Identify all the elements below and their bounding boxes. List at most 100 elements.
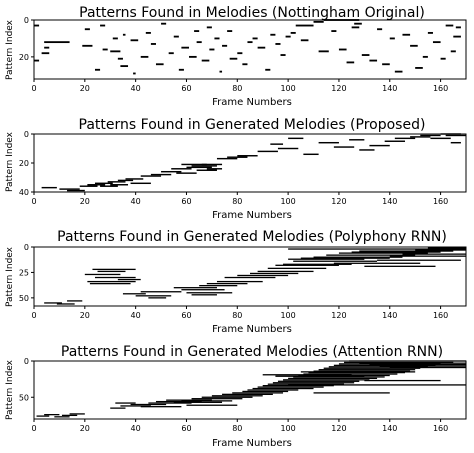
axis-ticks: 0 20 40 60 80 100 120 140 160 0 25 50 xyxy=(19,243,448,320)
pattern-segment xyxy=(267,383,345,385)
pattern-segment xyxy=(115,402,136,404)
pattern-segment xyxy=(67,300,83,302)
pattern-segment xyxy=(318,50,329,53)
pattern-segment xyxy=(140,406,182,408)
x-tick-label: 0 xyxy=(31,197,36,206)
pattern-segment xyxy=(69,413,85,415)
pattern-segment xyxy=(173,35,179,38)
y-tick-label: 0 xyxy=(24,16,29,25)
pattern-segment xyxy=(389,37,395,40)
pattern-segment xyxy=(44,46,50,49)
pattern-segment xyxy=(194,30,200,32)
pattern-segment xyxy=(277,147,299,150)
pattern-segment xyxy=(166,399,212,401)
y-axis-label: Pattern Index xyxy=(5,359,15,420)
x-tick-label: 0 xyxy=(31,424,36,433)
y-tick-label: 0 xyxy=(24,130,29,139)
pattern-segment xyxy=(430,137,451,140)
pattern-segment xyxy=(275,264,339,266)
x-tick-label: 20 xyxy=(80,424,90,433)
x-tick-label: 60 xyxy=(181,84,191,93)
x-tick-label: 160 xyxy=(433,424,448,433)
pattern-segment xyxy=(89,282,131,285)
pattern-segment xyxy=(41,186,57,189)
y-tick-label: 0 xyxy=(24,357,29,366)
pattern-segment xyxy=(120,405,151,407)
pattern-segment xyxy=(252,387,314,390)
x-tick-label: 0 xyxy=(31,84,36,93)
pattern-segment xyxy=(313,370,411,372)
pattern-segment xyxy=(232,392,284,394)
x-tick-label: 60 xyxy=(181,311,191,320)
pattern-segment xyxy=(130,403,167,406)
pattern-segment xyxy=(262,385,334,387)
plot-frame xyxy=(33,133,467,193)
pattern-segment xyxy=(125,178,144,180)
pattern-segment xyxy=(252,37,258,40)
pattern-segment xyxy=(242,63,248,66)
pattern-segment xyxy=(283,263,352,265)
pattern-segment xyxy=(288,384,466,386)
x-tick-label: 100 xyxy=(280,197,295,206)
pattern-segment xyxy=(67,189,85,192)
x-tick-label: 140 xyxy=(382,197,397,206)
pattern-segment xyxy=(34,24,40,27)
pattern-segment xyxy=(445,134,466,137)
pattern-segment xyxy=(354,22,362,25)
pattern-segment xyxy=(420,134,441,137)
pattern-segment xyxy=(227,156,248,158)
pattern-segment xyxy=(44,41,70,44)
pattern-segment xyxy=(333,364,436,366)
pattern-segment xyxy=(140,175,162,177)
pattern-segment xyxy=(313,392,390,394)
pattern-segment xyxy=(92,268,136,271)
y-tick-label: 50 xyxy=(19,294,29,303)
chart-panel-nottingham-original: Patterns Found in Melodies (Nottingham O… xyxy=(5,5,467,108)
plot-frame xyxy=(33,19,467,80)
pattern-segment xyxy=(122,293,146,295)
pattern-segment xyxy=(168,52,174,55)
pattern-segment xyxy=(59,188,80,190)
pattern-segment xyxy=(34,59,40,62)
pattern-segment xyxy=(427,31,433,34)
pattern-segment xyxy=(323,367,421,369)
pattern-segment xyxy=(359,149,375,151)
x-tick-label: 20 xyxy=(80,311,90,320)
y-tick-label: 25 xyxy=(19,268,29,277)
pattern-segment xyxy=(318,141,339,144)
pattern-segment xyxy=(338,363,441,365)
pattern-segment xyxy=(191,398,243,400)
pattern-segment xyxy=(313,20,324,23)
pattern-segment xyxy=(300,257,390,259)
x-tick-label: 40 xyxy=(131,197,141,206)
pattern-segment xyxy=(272,382,355,384)
pattern-segment xyxy=(216,280,263,283)
pattern-segment xyxy=(227,30,233,32)
pattern-segment xyxy=(161,22,167,25)
panel-title: Patterns Found in Melodies (Nottingham O… xyxy=(79,5,425,21)
pattern-segment xyxy=(97,270,126,273)
pattern-segment xyxy=(61,414,78,417)
pattern-segment xyxy=(100,24,106,27)
pattern-segment xyxy=(206,26,212,29)
pattern-segment xyxy=(402,33,411,36)
pattern-segment xyxy=(389,366,466,369)
pattern-cells xyxy=(34,19,461,75)
x-tick-label: 0 xyxy=(31,311,36,320)
chart-panel-polyphony-rnn: Patterns Found in Generated Melodies (Po… xyxy=(5,229,467,335)
pattern-segment xyxy=(300,371,416,373)
pattern-segment xyxy=(41,52,50,55)
pattern-segment xyxy=(349,139,365,141)
pattern-segment xyxy=(112,37,118,40)
pattern-segment xyxy=(173,401,223,403)
pattern-segment xyxy=(201,163,223,166)
pattern-segment xyxy=(87,184,106,186)
pattern-segment xyxy=(181,289,225,291)
pattern-segment xyxy=(288,137,304,140)
x-tick-label: 160 xyxy=(433,84,448,93)
pattern-segment xyxy=(285,35,291,38)
pattern-segment xyxy=(155,400,202,403)
pattern-segment xyxy=(445,24,454,27)
plot-frame xyxy=(33,246,467,307)
x-tick-label: 20 xyxy=(80,197,90,206)
